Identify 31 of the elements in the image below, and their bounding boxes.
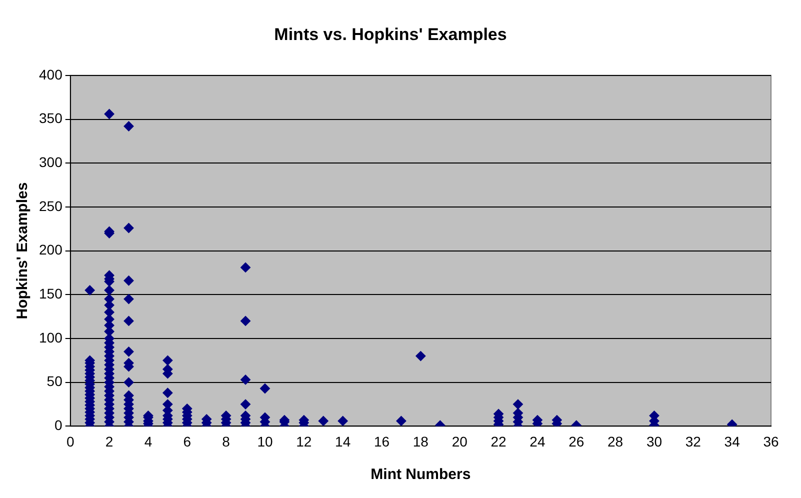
x-tick-label: 20 xyxy=(452,433,468,450)
y-tick-label: 350 xyxy=(39,110,63,126)
x-tick-label: 10 xyxy=(257,433,273,450)
x-axis-title: Mint Numbers xyxy=(370,466,471,484)
y-axis-title: Hopkins' Examples xyxy=(14,182,32,320)
x-tick-label: 0 xyxy=(66,433,74,450)
chart-title: Mints vs. Hopkins' Examples xyxy=(274,24,507,44)
x-tick-label: 28 xyxy=(608,433,624,450)
x-tick-label: 16 xyxy=(374,433,390,450)
x-tick-label: 34 xyxy=(724,433,740,450)
y-tick-label: 50 xyxy=(46,373,63,390)
y-tick-label: 200 xyxy=(39,242,63,258)
x-tick-label: 18 xyxy=(412,433,429,450)
x-tick-label: 36 xyxy=(763,433,779,450)
x-tick-label: 6 xyxy=(183,433,192,450)
x-tick-label: 2 xyxy=(105,433,114,450)
y-tick-label: 0 xyxy=(54,417,63,434)
x-tick-label: 24 xyxy=(530,433,546,450)
y-tick-label: 400 xyxy=(39,66,63,82)
y-tick-label: 250 xyxy=(39,198,63,214)
x-tick-label: 32 xyxy=(685,433,702,450)
x-tick-label: 26 xyxy=(568,433,584,450)
x-tick-label: 8 xyxy=(222,433,230,450)
x-tick-label: 14 xyxy=(335,433,351,450)
y-tick-label: 150 xyxy=(39,286,63,302)
y-tick-label: 100 xyxy=(39,329,63,346)
x-tick-label: 12 xyxy=(296,433,312,450)
x-tick-label: 22 xyxy=(490,433,507,450)
x-tick-label: 4 xyxy=(144,433,152,450)
y-tick-label: 300 xyxy=(39,154,63,170)
x-tick-label: 30 xyxy=(646,433,662,450)
